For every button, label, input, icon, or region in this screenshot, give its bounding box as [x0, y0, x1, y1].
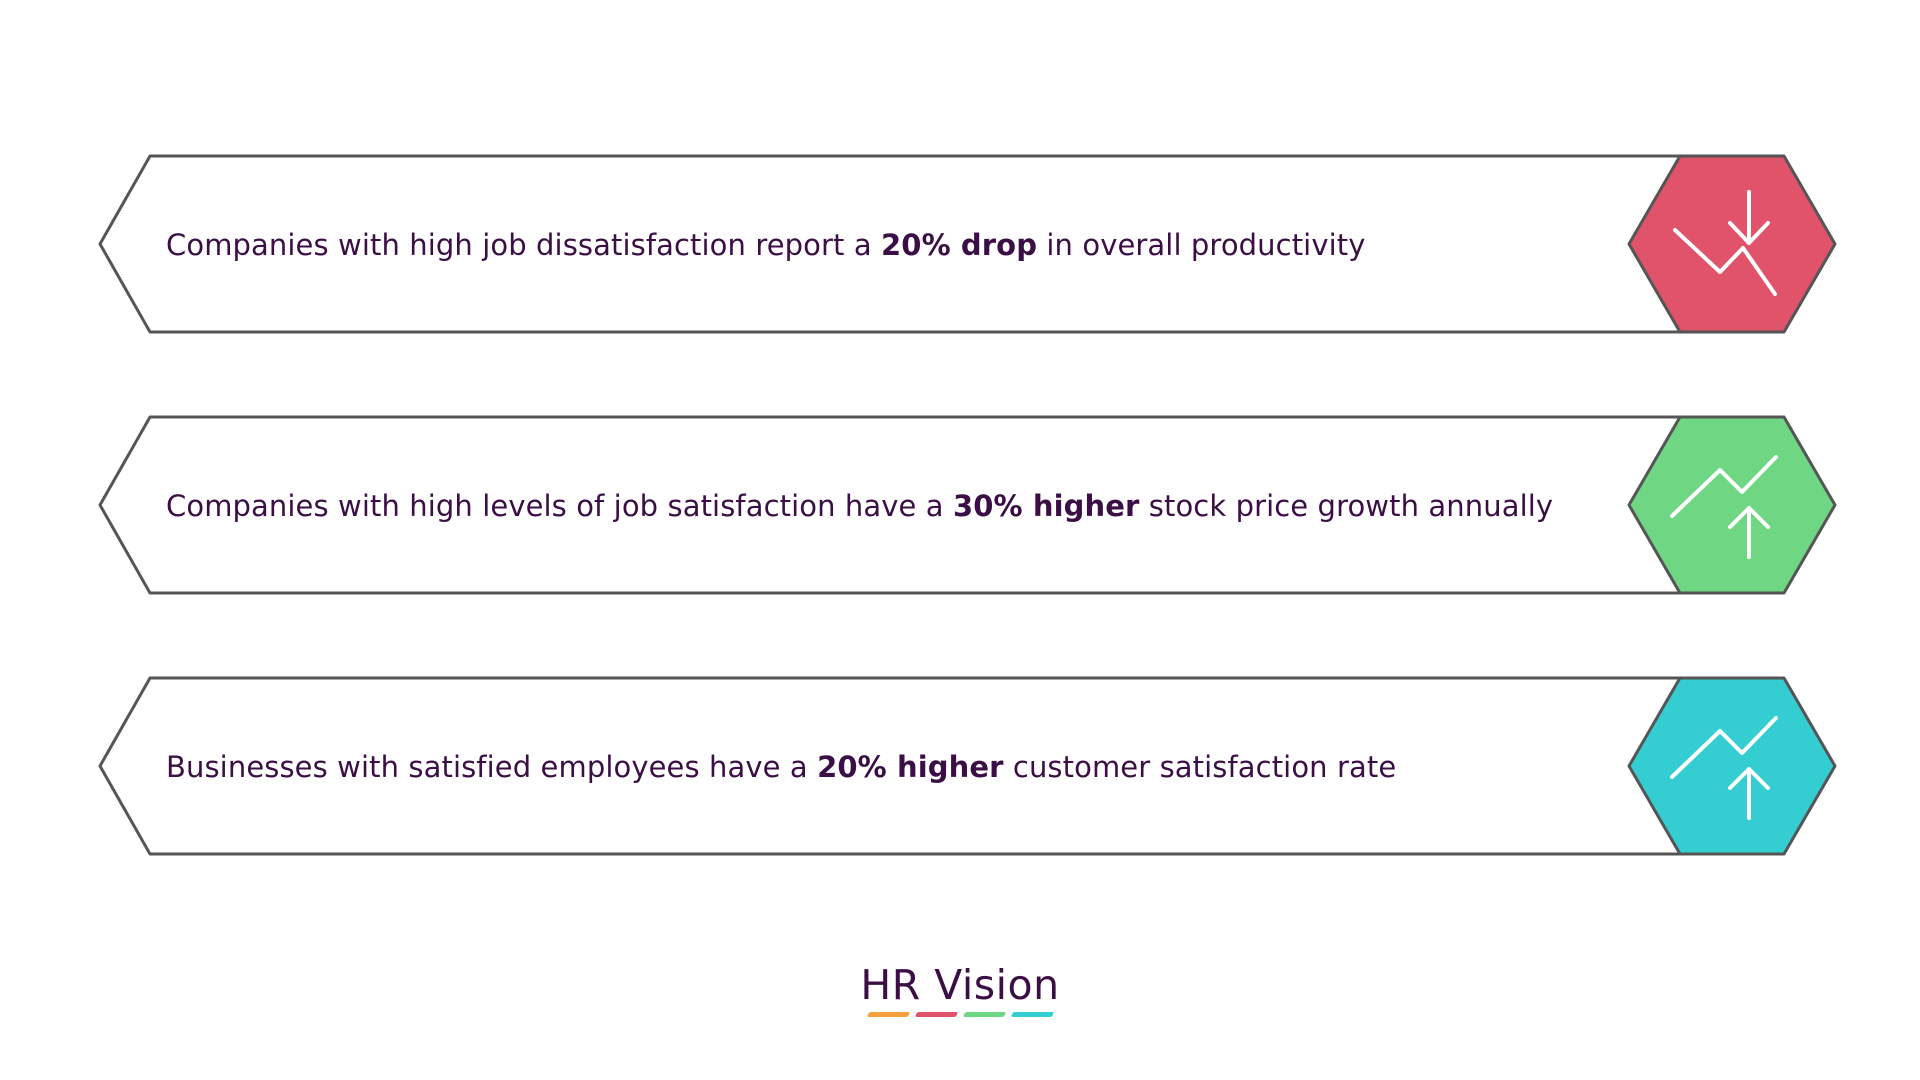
- arrow-banner-3: [98, 676, 1682, 856]
- stat-row-1: [98, 154, 1837, 334]
- stat-text-1: Companies with high job dissatisfaction …: [166, 215, 1596, 275]
- stat-text-after: stock price growth annually: [1139, 489, 1554, 523]
- trend-up-icon: [1670, 716, 1778, 820]
- arrow-banner-1: [98, 154, 1682, 334]
- hexagon-badge-3: [1627, 676, 1837, 856]
- stat-text-2: Companies with high levels of job satisf…: [166, 476, 1596, 536]
- stat-text-before: Companies with high levels of job satisf…: [166, 489, 953, 523]
- hr-vision-logo: HR Vision: [860, 960, 1060, 1017]
- logo-bar-orange: [866, 1012, 910, 1017]
- stat-text-after: in overall productivity: [1037, 228, 1366, 262]
- logo-bar-cyan: [1010, 1012, 1054, 1017]
- stat-highlight: 30% higher: [952, 489, 1140, 523]
- stat-text-after: customer satisfaction rate: [1003, 750, 1397, 784]
- logo-color-bars: [860, 1012, 1060, 1017]
- logo-bar-green: [962, 1012, 1006, 1017]
- stat-row-3: [98, 676, 1837, 856]
- trend-down-icon: [1673, 190, 1777, 296]
- hexagon-badge-1: [1627, 154, 1837, 334]
- hexagon-badge-2: [1627, 415, 1837, 595]
- stat-text-before: Companies with high job dissatisfaction …: [166, 228, 882, 262]
- stat-highlight: 20% higher: [817, 750, 1004, 784]
- stat-row-2: [98, 415, 1837, 595]
- logo-bar-red: [914, 1012, 958, 1017]
- trend-up-icon: [1670, 455, 1778, 559]
- logo-text: HR Vision: [860, 961, 1060, 1009]
- stat-highlight: 20% drop: [881, 228, 1038, 262]
- stat-text-before: Businesses with satisfied employees have…: [166, 750, 818, 784]
- stat-text-3: Businesses with satisfied employees have…: [166, 737, 1596, 797]
- arrow-banner-2: [98, 415, 1682, 595]
